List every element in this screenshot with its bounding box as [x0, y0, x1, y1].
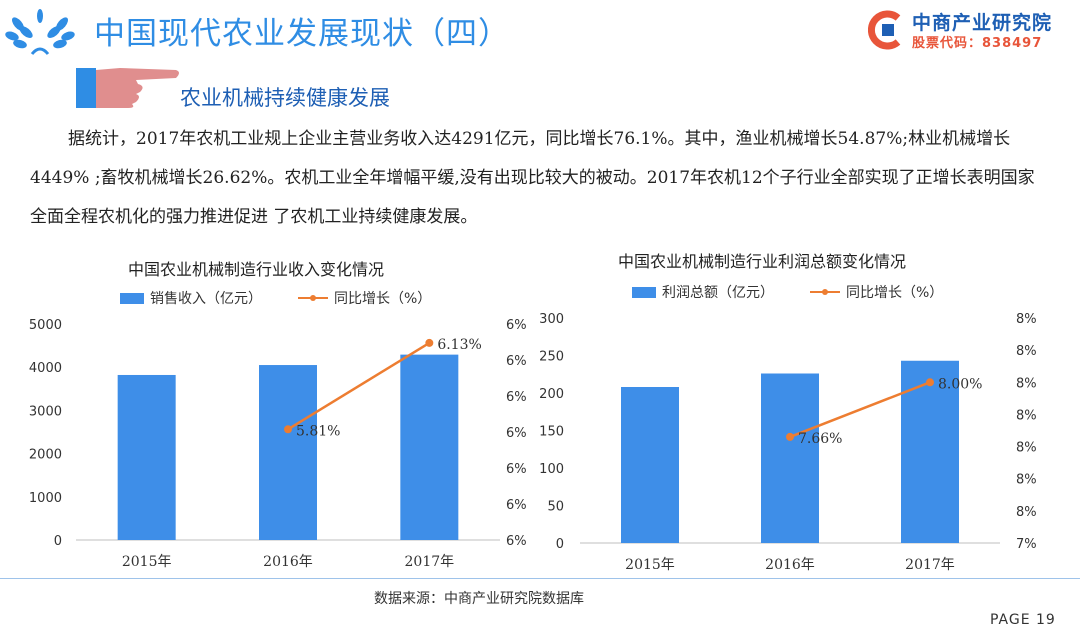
chart2-legend-line-label: 同比增长（%） — [846, 285, 944, 301]
chart2-x-tick: 2016年 — [765, 557, 815, 573]
chart1-y2-tick: 6% — [506, 354, 527, 369]
chart2-growth-point — [786, 432, 794, 441]
chart1-y2-tick: 6% — [506, 426, 527, 441]
legend-bar-swatch — [120, 292, 144, 304]
chart1-y2-tick: 6% — [506, 390, 527, 405]
chart1-title: 中国农业机械制造行业收入变化情况 — [128, 260, 385, 279]
chart1-bar — [117, 374, 176, 540]
chart2-y-tick: 200 — [539, 387, 564, 402]
chart2-y2-tick: 7% — [1016, 537, 1037, 552]
chart2-x-tick: 2015年 — [625, 557, 675, 573]
chart1-growth-point — [284, 425, 292, 434]
chart1-data-label: 6.13% — [437, 337, 481, 353]
chart2-y2-tick: 8% — [1016, 505, 1037, 520]
chart2-x-tick: 2017年 — [905, 557, 955, 573]
legend-bar-swatch — [632, 286, 656, 298]
chart2-y2-tick: 8% — [1016, 344, 1037, 359]
chart2-growth-line — [789, 381, 931, 439]
chart2-legend: 利润总额（亿元） 同比增长（%） — [632, 282, 943, 302]
chart1-data-label: 5.81% — [296, 423, 340, 439]
chart1-legend: 销售收入（亿元） 同比增长（%） — [120, 288, 431, 308]
chart2-y2-tick: 8% — [1016, 376, 1037, 391]
chart1-x-tick: 2015年 — [122, 554, 172, 570]
chart1-x-tick: 2017年 — [405, 554, 455, 570]
chart2-y-tick: 0 — [556, 537, 564, 552]
chart2-y-tick: 300 — [539, 312, 564, 327]
legend-line-swatch — [298, 292, 328, 304]
chart1-plot: 0 1000 2000 3000 4000 5000 6% 6% 6% 6% 6% 6% 6% 2015年… — [29, 318, 527, 570]
chart1-y2-tick: 6% — [506, 462, 527, 477]
chart1-y-tick: 2000 — [29, 448, 62, 463]
brand-stock-code: 股票代码：838497 — [912, 36, 1043, 51]
section-subtitle: 农业机械持续健康发展 — [180, 86, 390, 110]
chart2-y2-tick: 8% — [1016, 473, 1037, 488]
chart2-data-label: 7.66% — [798, 431, 842, 447]
chart2-plot: 0 50 100 150 200 250 300 7% 8% 8% 8% 8% 8% 8% 8% 2015年 2… — [539, 312, 1037, 573]
chart1-legend-line-label: 同比增长（%） — [334, 291, 432, 307]
chart1-y2-tick: 6% — [506, 534, 527, 549]
chart1-y-tick: 1000 — [29, 491, 62, 506]
chart2-y-tick: 100 — [539, 462, 564, 477]
brand-c-icon — [868, 10, 901, 50]
chart2-y2-tick: 8% — [1016, 408, 1037, 423]
chart1-bar — [259, 365, 317, 540]
pointing-hand-icon — [76, 68, 179, 108]
chart2-y-tick: 250 — [539, 350, 564, 365]
chart1-y-tick: 0 — [54, 534, 62, 549]
chart1-growth-point — [425, 338, 434, 347]
chart2-y2-tick: 8% — [1016, 441, 1037, 456]
chart2-bar — [761, 373, 819, 543]
brand-name: 中商产业研究院 — [912, 12, 1053, 34]
brand-logo: 中商产业研究院 股票代码：838497 — [868, 8, 1068, 52]
chart2-title: 中国农业机械制造行业利润总额变化情况 — [618, 252, 907, 271]
wheat-logo-icon — [5, 9, 75, 55]
chart2-bar — [621, 387, 679, 543]
chart2-growth-point — [926, 378, 934, 387]
chart1-x-tick: 2016年 — [263, 554, 313, 570]
chart2-y-tick: 150 — [539, 425, 564, 440]
data-source: 数据来源：中商产业研究院数据库 — [374, 591, 584, 607]
page-title: 中国现代农业发展现状（四） — [94, 16, 510, 52]
chart2-legend-bar-label: 利润总额（亿元） — [662, 285, 774, 301]
chart1-legend-bar-label: 销售收入（亿元） — [150, 291, 262, 307]
chart1-y-tick: 4000 — [29, 361, 62, 376]
page-number: PAGE 19 — [990, 612, 1056, 628]
body-paragraph: 据统计，2017年农机工业规上企业主营业务收入达4291亿元，同比增长76.1%… — [30, 129, 1035, 227]
chart1-y-tick: 5000 — [29, 318, 62, 333]
chart1-y-tick: 3000 — [29, 404, 62, 419]
chart2-data-label: 8.00% — [938, 376, 982, 392]
chart2-y-tick: 50 — [547, 500, 564, 515]
chart1-growth-line — [287, 341, 430, 431]
chart1-y2-tick: 6% — [506, 318, 527, 333]
chart1-bar — [400, 354, 459, 540]
legend-line-swatch — [810, 286, 840, 298]
chart1-y2-tick: 6% — [506, 498, 527, 513]
chart2-y2-tick: 8% — [1016, 312, 1037, 327]
footer-divider — [0, 578, 1080, 579]
